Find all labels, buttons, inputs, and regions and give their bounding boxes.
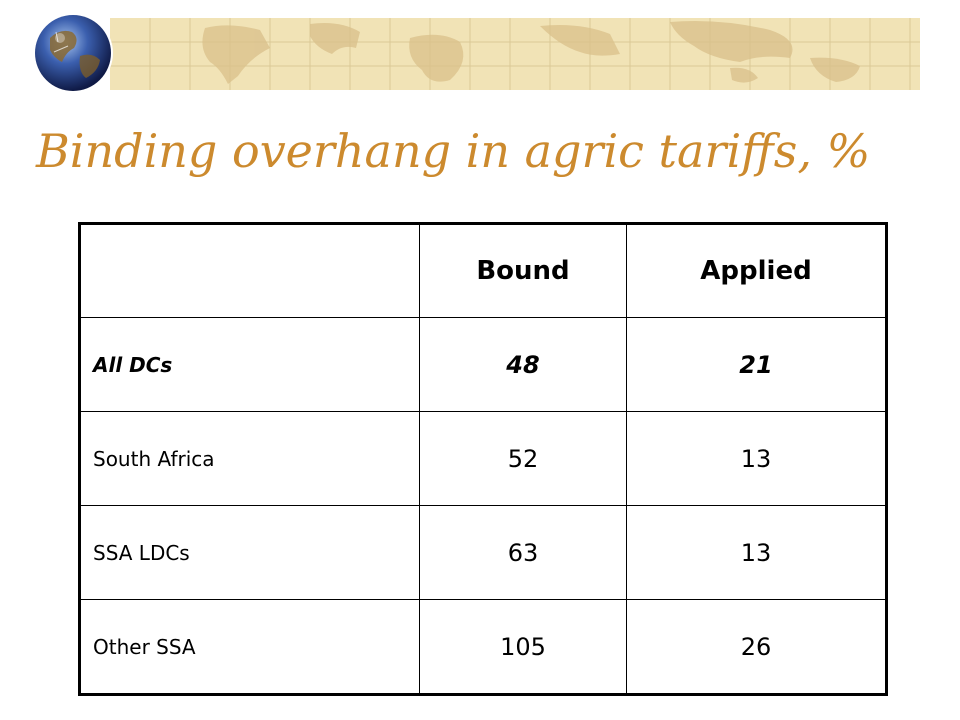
world-map-icon xyxy=(110,18,920,90)
row-label: SSA LDCs xyxy=(79,505,420,600)
globe-icon xyxy=(33,13,113,93)
applied-value: 21 xyxy=(626,317,887,412)
bound-value: 52 xyxy=(419,411,627,506)
applied-value: 13 xyxy=(626,411,887,506)
row-label: All DCs xyxy=(79,317,420,412)
header-blank-cell xyxy=(79,223,420,318)
row-label: Other SSA xyxy=(79,599,420,695)
table-row: South Africa 52 13 xyxy=(79,411,887,506)
bound-value: 105 xyxy=(419,599,627,695)
table-header-row: Bound Applied xyxy=(79,223,887,318)
header-applied: Applied xyxy=(626,223,887,318)
table-row: SSA LDCs 63 13 xyxy=(79,505,887,600)
bound-value: 63 xyxy=(419,505,627,600)
tariff-table: Bound Applied All DCs 48 21 South Africa… xyxy=(78,222,888,696)
header-bound: Bound xyxy=(419,223,627,318)
table-row: All DCs 48 21 xyxy=(79,317,887,412)
world-map-banner xyxy=(110,18,920,90)
table-row: Other SSA 105 26 xyxy=(79,599,887,695)
slide-title: Binding overhang in agric tariffs, % xyxy=(36,124,871,178)
row-label: South Africa xyxy=(79,411,420,506)
applied-value: 26 xyxy=(626,599,887,695)
bound-value: 48 xyxy=(419,317,627,412)
applied-value: 13 xyxy=(626,505,887,600)
